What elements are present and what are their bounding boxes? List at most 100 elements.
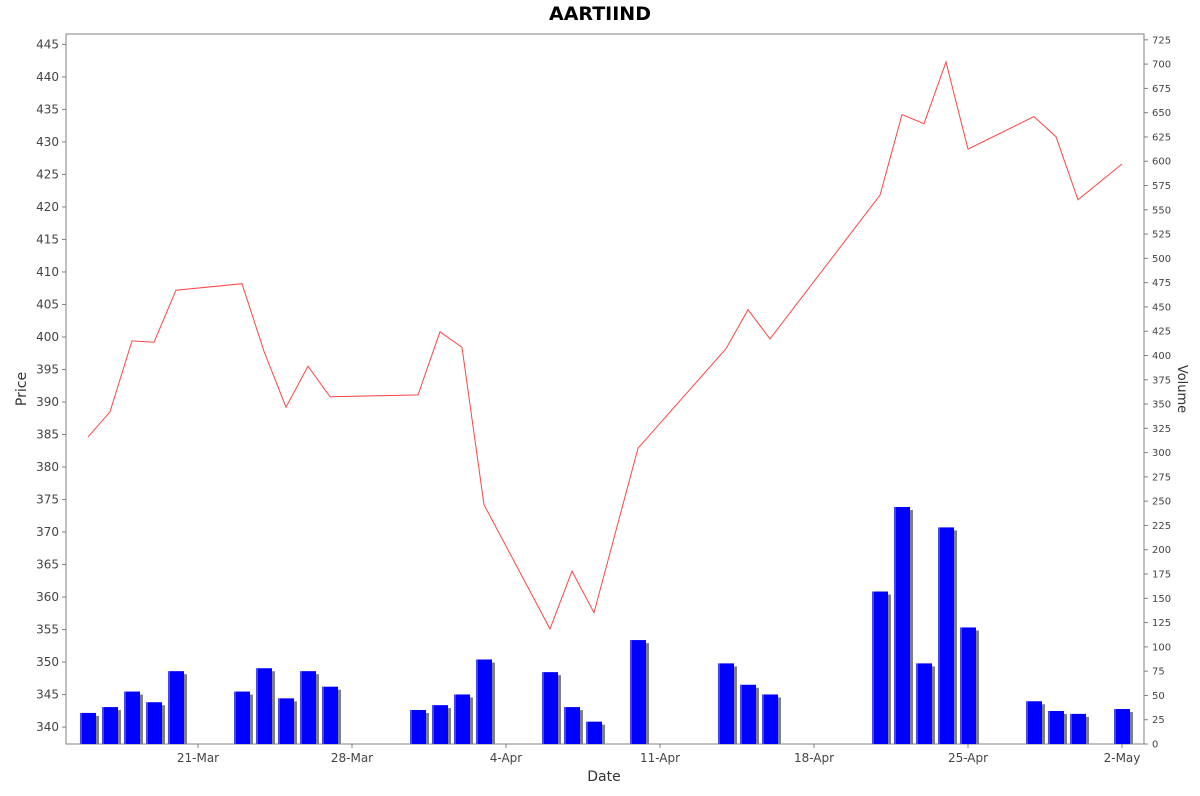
- price-tick-label: 380: [36, 460, 59, 474]
- volume-tick-label: 275: [1152, 472, 1171, 483]
- volume-axis: 0 25 50 75 100 125 150 175 200 225 250 275 300 325 350…: [1143, 34, 1171, 751]
- price-tick-label: 445: [36, 37, 59, 51]
- date-tick-label: 4-Apr: [490, 751, 523, 765]
- price-tick-label: 365: [36, 558, 59, 572]
- volume-bar: [542, 672, 558, 744]
- price-tick-label: 400: [36, 330, 59, 344]
- volume-bar: [278, 698, 294, 744]
- volume-bar: [146, 702, 162, 744]
- price-tick-label: 340: [36, 720, 59, 734]
- volume-tick-label: 425: [1152, 327, 1171, 338]
- price-tick-label: 440: [36, 70, 59, 84]
- volume-tick-label: 500: [1152, 254, 1171, 265]
- price-tick-label: 410: [36, 265, 59, 279]
- volume-tick-label: 75: [1152, 667, 1165, 678]
- volume-bar: [1026, 701, 1042, 744]
- volume-bar: [102, 707, 118, 744]
- volume-bars: [80, 507, 1133, 744]
- volume-tick-label: 325: [1152, 424, 1171, 435]
- volume-tick-label: 650: [1152, 108, 1171, 119]
- volume-bar: [432, 705, 448, 744]
- volume-tick-label: 225: [1152, 521, 1171, 532]
- date-tick-label: 2-May: [1104, 751, 1141, 765]
- volume-tick-label: 150: [1152, 594, 1171, 605]
- volume-bar: [256, 668, 272, 744]
- volume-tick-label: 375: [1152, 375, 1171, 386]
- volume-tick-label: 525: [1152, 230, 1171, 241]
- price-tick-label: 425: [36, 167, 59, 181]
- date-tick-label: 28-Mar: [331, 751, 373, 765]
- price-tick-label: 405: [36, 297, 59, 311]
- volume-tick-label: 250: [1152, 497, 1171, 508]
- volume-bar: [124, 691, 140, 744]
- price-tick-label: 350: [36, 655, 59, 669]
- volume-tick-label: 175: [1152, 570, 1171, 581]
- volume-tick-label: 625: [1152, 132, 1171, 143]
- price-tick-label: 345: [36, 688, 59, 702]
- volume-tick-label: 475: [1152, 278, 1171, 289]
- volume-bar: [410, 710, 426, 744]
- price-line-group: [87, 60, 1123, 631]
- price-tick-label: 395: [36, 362, 59, 376]
- volume-tick-label: 350: [1152, 400, 1171, 411]
- volume-bar: [586, 721, 602, 744]
- price-tick-label: 430: [36, 135, 59, 149]
- volume-bar: [476, 659, 492, 744]
- volume-tick-label: 100: [1152, 642, 1171, 653]
- volume-tick-label: 0: [1152, 740, 1158, 751]
- volume-bar: [916, 663, 932, 744]
- price-tick-label: 370: [36, 525, 59, 539]
- date-axis-label: Date: [587, 769, 620, 785]
- volume-tick-label: 550: [1152, 205, 1171, 216]
- volume-bar: [938, 527, 954, 744]
- price-tick-label: 420: [36, 200, 59, 214]
- volume-tick-label: 300: [1152, 448, 1171, 459]
- plot-area-frame: [65, 33, 1145, 745]
- volume-bar: [1070, 713, 1086, 744]
- price-tick-label: 375: [36, 493, 59, 507]
- price-tick-label: 360: [36, 590, 59, 604]
- volume-bar: [300, 671, 316, 744]
- volume-bar: [168, 671, 184, 744]
- volume-bar: [80, 712, 96, 744]
- volume-bar: [894, 507, 910, 744]
- volume-bar: [630, 640, 646, 744]
- volume-tick-label: 50: [1152, 691, 1165, 702]
- volume-tick-label: 700: [1152, 60, 1171, 71]
- date-tick-label: 21-Mar: [177, 751, 219, 765]
- volume-tick-label: 125: [1152, 618, 1171, 629]
- date-tick-label: 18-Apr: [794, 751, 834, 765]
- volume-axis-label: Volume: [1174, 365, 1189, 413]
- volume-bar: [762, 694, 778, 744]
- volume-bar: [718, 663, 734, 744]
- chart-title: AARTIIND: [549, 3, 651, 25]
- volume-tick-label: 575: [1152, 181, 1171, 192]
- price-line: [87, 60, 1123, 631]
- volume-tick-label: 675: [1152, 84, 1171, 95]
- volume-bar: [872, 591, 888, 744]
- volume-tick-label: 25: [1152, 715, 1165, 726]
- volume-tick-label: 200: [1152, 545, 1171, 556]
- date-axis: 21-Mar 28-Mar 4-Apr 11-Apr 18-Apr 25-Apr 2-May: [66, 743, 1144, 765]
- volume-tick-label: 400: [1152, 351, 1171, 362]
- date-tick-label: 11-Apr: [640, 751, 680, 765]
- volume-tick-label: 725: [1152, 35, 1171, 46]
- price-axis-label: Price: [14, 372, 30, 406]
- price-tick-label: 435: [36, 102, 59, 116]
- price-tick-label: 355: [36, 623, 59, 637]
- price-tick-label: 390: [36, 395, 59, 409]
- volume-bar: [234, 691, 250, 744]
- volume-bar: [1048, 710, 1064, 744]
- volume-bar: [564, 707, 580, 744]
- price-tick-label: 385: [36, 428, 59, 442]
- volume-bar: [960, 627, 976, 744]
- date-tick-label: 25-Apr: [948, 751, 988, 765]
- price-axis: 340 345 350 355 360 365 370 375 380 385 390 395 400 4…: [36, 34, 67, 744]
- volume-tick-label: 600: [1152, 157, 1171, 168]
- volume-bar: [322, 686, 338, 744]
- price-tick-label: 415: [36, 232, 59, 246]
- volume-tick-label: 450: [1152, 302, 1171, 313]
- volume-bar: [454, 694, 470, 744]
